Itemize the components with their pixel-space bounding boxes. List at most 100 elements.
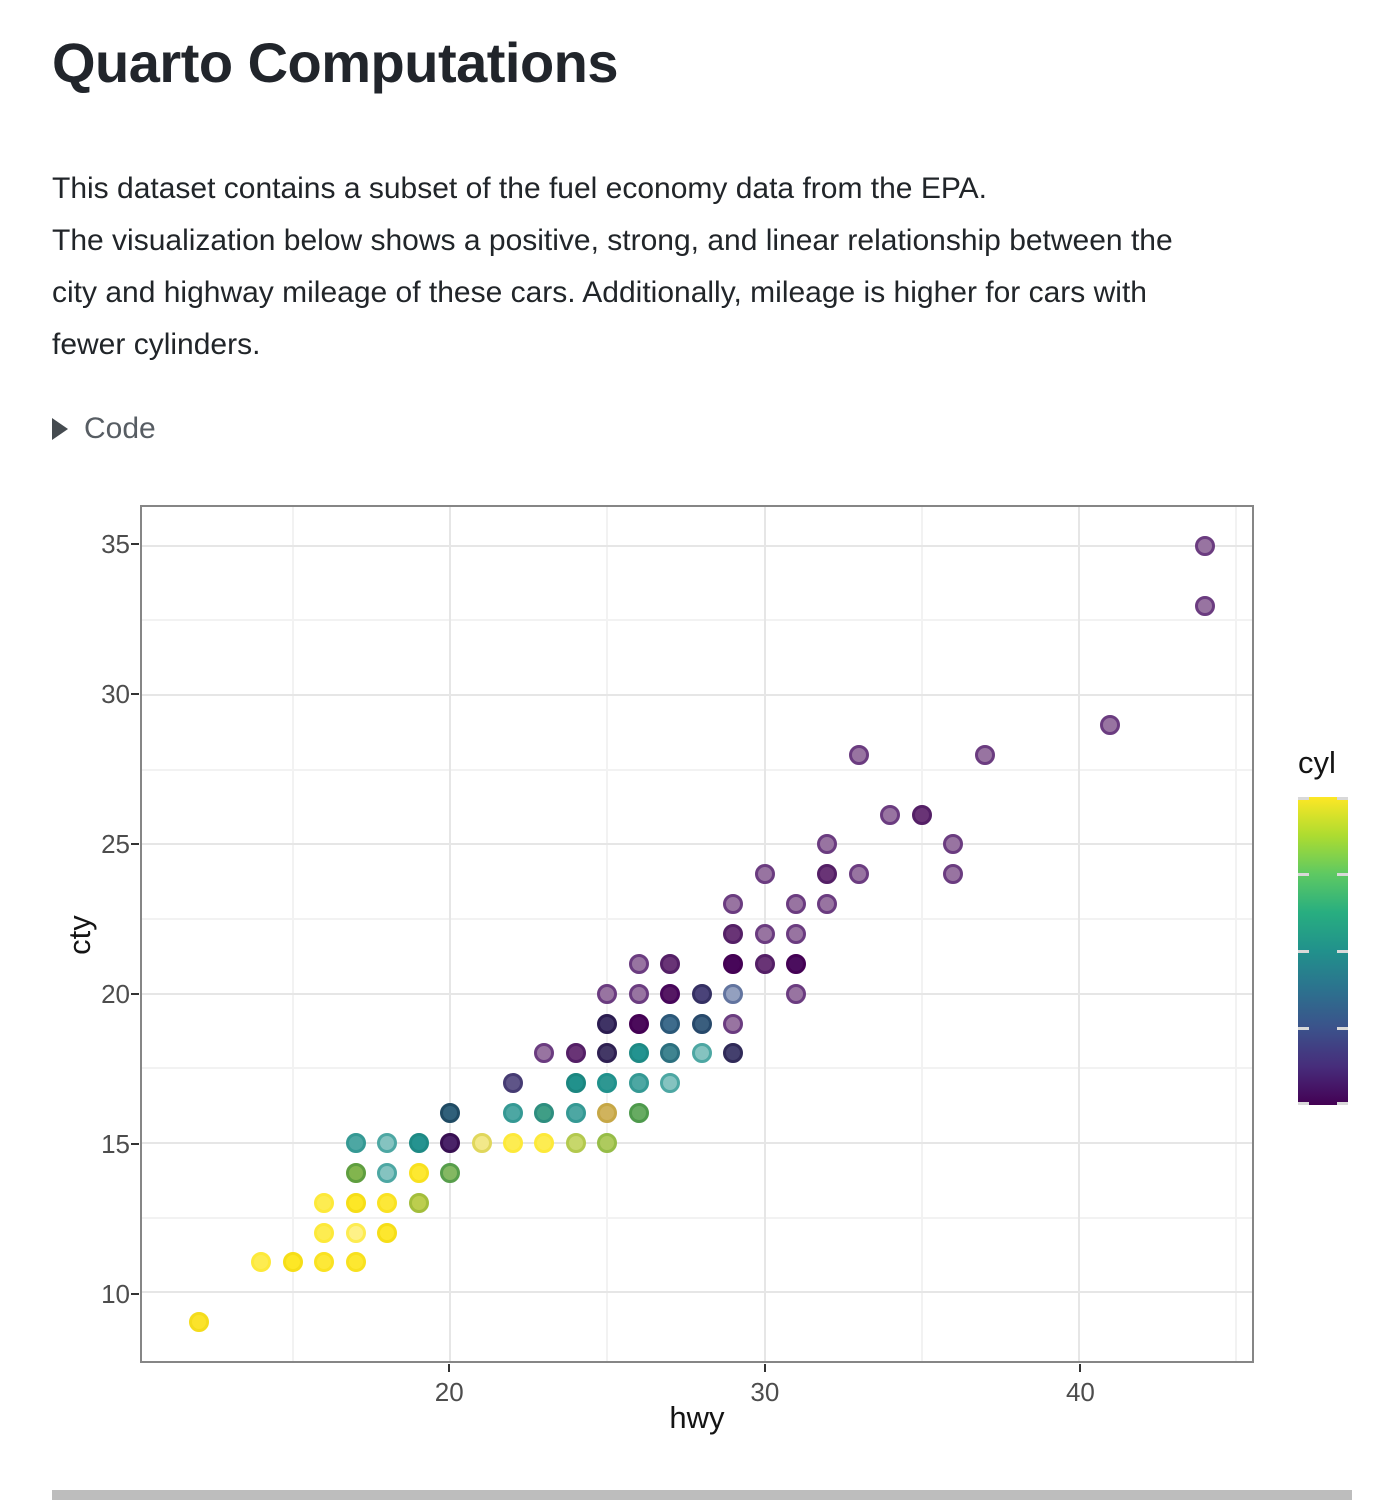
minor-gridline-horizontal	[142, 768, 1252, 771]
x-axis-tick-mark	[763, 1364, 766, 1372]
data-point	[314, 1252, 335, 1273]
data-point	[786, 894, 807, 915]
colorbar-tick	[1298, 797, 1309, 800]
y-axis-title: cty	[62, 915, 97, 955]
major-gridline-horizontal	[142, 843, 1252, 846]
data-point	[817, 834, 838, 855]
y-axis-tick-mark	[131, 543, 139, 545]
minor-gridline-horizontal	[142, 619, 1252, 622]
legend-title: cyl	[1298, 745, 1336, 780]
description-line-2: city and highway mileage of these cars. …	[52, 276, 1147, 309]
y-axis-tick-mark	[131, 1293, 139, 1295]
data-point	[565, 1073, 586, 1094]
data-point	[628, 1043, 649, 1064]
y-axis-tick-mark	[131, 993, 139, 995]
data-point	[471, 1133, 492, 1154]
data-point	[628, 1013, 649, 1034]
data-point	[565, 1103, 586, 1124]
intro-paragraph: This dataset contains a subset of the fu…	[52, 172, 987, 205]
page-title: Quarto Computations	[52, 31, 619, 94]
data-point	[408, 1192, 429, 1213]
data-point	[503, 1133, 524, 1154]
colorbar-tick	[1337, 872, 1348, 876]
data-point	[251, 1252, 272, 1273]
colorbar-tick	[1337, 949, 1348, 953]
data-point	[660, 1073, 681, 1094]
data-point	[377, 1133, 398, 1154]
data-point	[345, 1162, 366, 1183]
data-point	[345, 1133, 366, 1154]
data-point	[943, 864, 964, 885]
legend-colorbar	[1298, 797, 1348, 1105]
minor-gridline-vertical	[606, 507, 609, 1361]
minor-gridline-horizontal	[142, 918, 1252, 921]
data-point	[628, 983, 649, 1004]
data-point	[565, 1043, 586, 1064]
major-gridline-horizontal	[142, 694, 1252, 697]
y-axis-tick-label: 20	[101, 979, 130, 1009]
data-point	[660, 1013, 681, 1034]
data-point	[660, 953, 681, 974]
y-axis-tick-mark	[131, 693, 139, 695]
x-axis-tick-mark	[1079, 1364, 1082, 1372]
minor-gridline-vertical	[920, 507, 923, 1361]
data-point	[408, 1162, 429, 1183]
minor-gridline-horizontal	[142, 1067, 1252, 1070]
colorbar-tick	[1298, 949, 1309, 953]
major-gridline-vertical	[763, 507, 766, 1361]
code-fold-label: Code	[84, 412, 156, 445]
colorbar-tick	[1337, 1026, 1348, 1030]
data-point	[503, 1073, 524, 1094]
data-point	[345, 1252, 366, 1273]
data-point	[628, 953, 649, 974]
data-point	[440, 1162, 461, 1183]
colorbar-tick	[1298, 1102, 1309, 1105]
data-point	[503, 1103, 524, 1124]
data-point	[1100, 714, 1121, 735]
x-axis-tick-label: 20	[434, 1377, 464, 1407]
data-point	[597, 1073, 618, 1094]
data-point	[377, 1222, 398, 1243]
data-point	[754, 864, 775, 885]
data-point	[345, 1192, 366, 1213]
data-point	[848, 864, 869, 885]
data-point	[880, 804, 901, 825]
data-point	[534, 1103, 555, 1124]
major-gridline-vertical	[1078, 507, 1081, 1361]
data-point	[786, 924, 807, 944]
data-point	[691, 983, 712, 1004]
data-point	[723, 1043, 744, 1064]
data-point	[188, 1312, 209, 1333]
data-point	[723, 1013, 744, 1034]
major-gridline-horizontal	[142, 992, 1252, 995]
y-axis-tick-label: 15	[101, 1129, 130, 1159]
major-gridline-horizontal	[142, 1291, 1252, 1294]
data-point	[314, 1222, 335, 1243]
x-axis-tick-mark	[448, 1364, 451, 1372]
data-point	[974, 744, 995, 765]
data-point	[597, 1043, 618, 1064]
y-axis-tick-label: 35	[101, 529, 130, 559]
data-point	[943, 834, 964, 855]
data-point	[723, 894, 744, 915]
colorbar-tick	[1298, 1026, 1309, 1030]
y-axis-tick-label: 25	[101, 829, 130, 859]
data-point	[691, 1013, 712, 1034]
code-fold-toggle[interactable]: Code	[52, 412, 156, 446]
data-point	[597, 1133, 618, 1154]
data-point	[534, 1043, 555, 1064]
data-point	[660, 1043, 681, 1064]
description-line-3: fewer cylinders.	[52, 328, 261, 361]
data-point	[597, 1103, 618, 1124]
y-axis-tick-label: 30	[101, 679, 130, 709]
description-paragraph: The visualization below shows a positive…	[52, 215, 1352, 371]
minor-gridline-vertical	[291, 507, 294, 1361]
data-point	[691, 1043, 712, 1064]
major-gridline-vertical	[449, 507, 452, 1361]
data-point	[723, 983, 744, 1004]
y-axis-tick-mark	[131, 1143, 139, 1145]
data-point	[754, 924, 775, 944]
description-line-1: The visualization below shows a positive…	[52, 224, 1173, 257]
major-gridline-horizontal	[142, 1142, 1252, 1145]
